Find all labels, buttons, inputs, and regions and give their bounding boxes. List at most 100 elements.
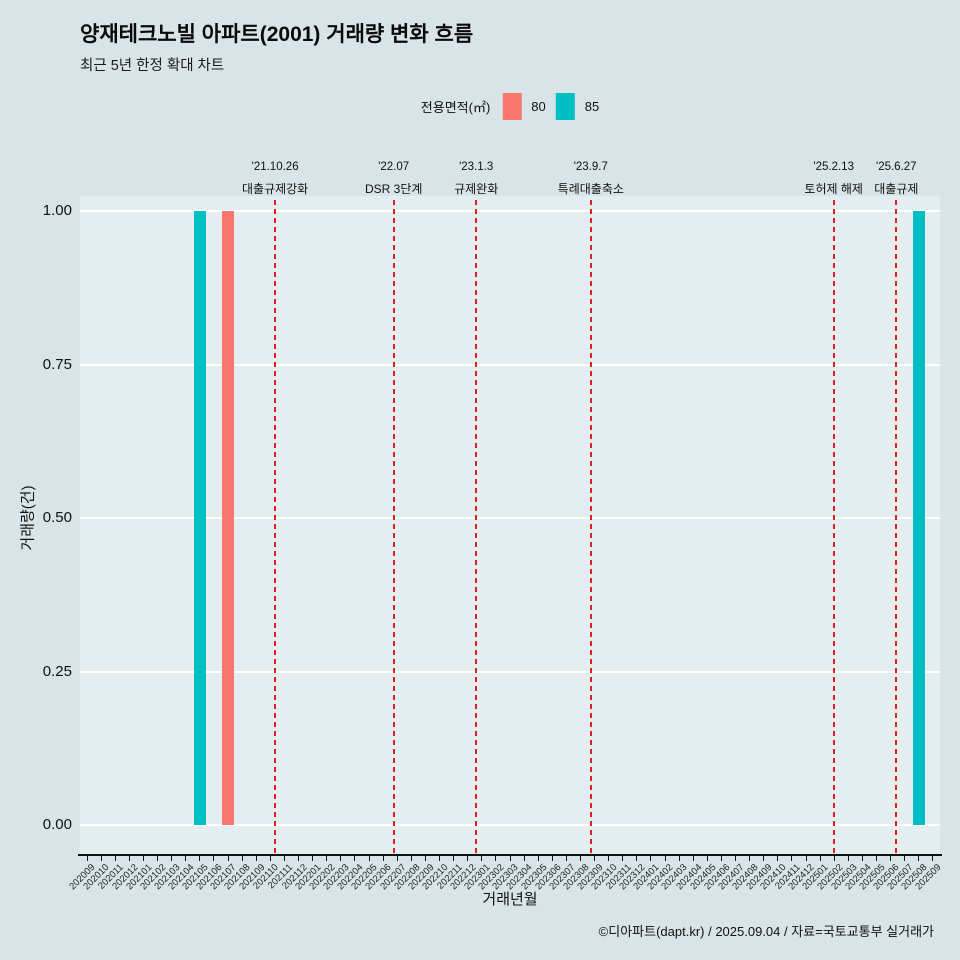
y-gridline: [80, 363, 940, 366]
x-axis-tick: [199, 856, 201, 861]
event-line: [475, 200, 478, 855]
x-axis-tick: [749, 856, 751, 861]
legend-swatch-85: [555, 93, 575, 120]
x-axis-tick: [410, 856, 412, 861]
x-axis-tick: [565, 856, 567, 861]
legend: 전용면적(㎡) 80 85: [421, 93, 599, 120]
event-date: '23.9.7: [573, 161, 608, 173]
x-axis-tick: [255, 856, 257, 861]
x-axis-tick: [579, 856, 581, 861]
event-label: 특례대출축소: [557, 182, 624, 196]
x-axis-tick: [283, 856, 285, 861]
x-axis-tick: [876, 856, 878, 861]
x-axis-tick: [890, 856, 892, 861]
x-axis-tick: [269, 856, 271, 861]
x-axis-tick: [185, 856, 187, 861]
x-axis-tick: [382, 856, 384, 861]
x-axis-tick: [650, 856, 652, 861]
event-label: 토허제 해제: [804, 182, 863, 196]
y-gridline: [80, 210, 940, 212]
event-date: '22.07: [378, 161, 410, 173]
x-axis-tick: [312, 856, 314, 861]
x-axis-tick: [735, 856, 737, 861]
event-line: [895, 200, 898, 855]
x-axis-tick: [86, 856, 88, 861]
x-axis-tick: [227, 856, 229, 861]
event-line: [589, 200, 592, 855]
x-axis-title: 거래년월: [482, 891, 538, 908]
x-axis-tick: [819, 856, 821, 861]
y-gridline: [80, 824, 940, 826]
x-axis-line: [78, 854, 942, 856]
x-axis-tick: [241, 856, 243, 861]
chart-subtitle: 최근 5년 한정 확대 차트: [80, 58, 225, 74]
x-axis-tick: [467, 856, 469, 861]
x-axis-tick: [424, 856, 426, 861]
x-axis-tick: [523, 856, 525, 861]
y-tick-label: 1.00: [42, 202, 72, 219]
x-axis-tick: [636, 856, 638, 861]
x-axis-tick: [791, 856, 793, 861]
x-axis-tick: [114, 856, 116, 861]
x-axis-tick: [805, 856, 807, 861]
x-axis-tick: [368, 856, 370, 861]
chart-title: 양재테크노빌 아파트(2001) 거래량 변화 흐름: [80, 23, 474, 46]
x-axis-tick: [298, 856, 300, 861]
x-axis-tick: [100, 856, 102, 861]
bar-80-202107: [222, 211, 235, 825]
y-tick-label: 0.25: [42, 662, 72, 680]
x-axis-tick: [608, 856, 610, 861]
event-date: '25.6.27: [875, 161, 917, 173]
x-axis-tick: [157, 856, 159, 861]
source-credit: ©디아파트(dapt.kr) / 2025.09.04 / 자료=국토교통부 실…: [598, 924, 934, 939]
legend-title: 전용면적(㎡): [420, 100, 491, 115]
x-axis-tick: [833, 856, 835, 861]
x-axis-tick: [213, 856, 215, 861]
x-axis-tick: [495, 856, 497, 861]
y-tick-label: 0.50: [42, 509, 72, 526]
plot-panel: [80, 196, 940, 855]
x-axis-tick: [847, 856, 849, 861]
x-axis-tick: [932, 856, 934, 861]
event-line: [274, 200, 277, 855]
x-axis-tick: [720, 856, 722, 861]
event-date: '21.10.26: [251, 161, 299, 173]
legend-label-85: 85: [584, 99, 600, 114]
x-axis-tick: [537, 856, 539, 861]
y-gridline: [80, 670, 940, 673]
event-line: [392, 200, 395, 855]
y-tick-label: 0.75: [42, 355, 72, 373]
x-axis-tick: [678, 856, 680, 861]
event-label: 대출규제강화: [241, 182, 309, 196]
x-axis-tick: [340, 856, 342, 861]
x-axis-tick: [142, 856, 144, 861]
x-axis-tick: [904, 856, 906, 861]
event-label: 규제완화: [454, 182, 499, 196]
x-axis-tick: [777, 856, 779, 861]
x-axis-tick: [763, 856, 765, 861]
x-axis-tick: [918, 856, 920, 861]
bar-85-202508: [912, 211, 925, 825]
x-axis-tick: [622, 856, 624, 861]
x-axis-tick: [453, 856, 455, 861]
x-axis-tick: [594, 856, 596, 861]
x-axis-tick: [551, 856, 553, 861]
event-date: '23.1.3: [459, 161, 494, 173]
x-axis-tick: [171, 856, 173, 861]
x-axis-tick: [692, 856, 694, 861]
x-axis-tick: [439, 856, 440, 861]
event-line: [832, 200, 835, 855]
x-axis-tick: [509, 856, 511, 861]
x-axis-tick: [128, 856, 130, 861]
y-gridline: [80, 517, 940, 519]
event-date: '25.2.13: [813, 161, 854, 173]
legend-label-80: 80: [531, 99, 546, 114]
x-axis-tick: [354, 856, 356, 861]
legend-items: 80 85: [502, 93, 599, 120]
x-axis-tick: [706, 856, 708, 861]
x-axis-tick: [396, 856, 398, 861]
event-label: 대출규제: [874, 182, 919, 196]
y-tick-label: 0.00: [42, 816, 72, 833]
x-axis-tick: [664, 856, 666, 861]
